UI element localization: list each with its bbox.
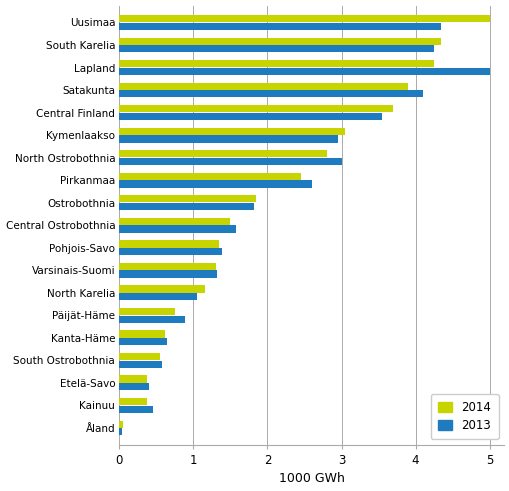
Bar — [119, 150, 326, 158]
X-axis label: 1000 GWh: 1000 GWh — [278, 472, 344, 486]
Bar — [119, 37, 441, 45]
Bar — [119, 338, 167, 345]
Bar — [119, 45, 433, 53]
Bar — [119, 428, 122, 436]
Bar — [119, 90, 422, 98]
Bar — [119, 316, 184, 323]
Bar — [119, 360, 162, 368]
Bar — [119, 376, 147, 382]
Bar — [119, 308, 175, 315]
Bar — [119, 293, 196, 300]
Bar — [119, 353, 160, 360]
Bar — [119, 23, 441, 30]
Bar — [119, 218, 230, 225]
Bar — [119, 420, 123, 428]
Legend: 2014, 2013: 2014, 2013 — [430, 394, 498, 439]
Bar — [119, 113, 382, 120]
Bar — [119, 398, 147, 405]
Bar — [119, 406, 152, 413]
Bar — [119, 60, 433, 67]
Bar — [119, 330, 165, 338]
Bar — [119, 195, 256, 202]
Bar — [119, 15, 489, 22]
Bar — [119, 158, 341, 165]
Bar — [119, 271, 217, 278]
Bar — [119, 180, 312, 188]
Bar — [119, 225, 235, 233]
Bar — [119, 82, 407, 90]
Bar — [119, 128, 345, 135]
Bar — [119, 105, 392, 112]
Bar — [119, 136, 337, 142]
Bar — [119, 383, 149, 390]
Bar — [119, 173, 300, 180]
Bar — [119, 263, 215, 270]
Bar — [119, 248, 221, 255]
Bar — [119, 68, 489, 75]
Bar — [119, 285, 204, 293]
Bar — [119, 240, 219, 247]
Bar — [119, 203, 253, 210]
